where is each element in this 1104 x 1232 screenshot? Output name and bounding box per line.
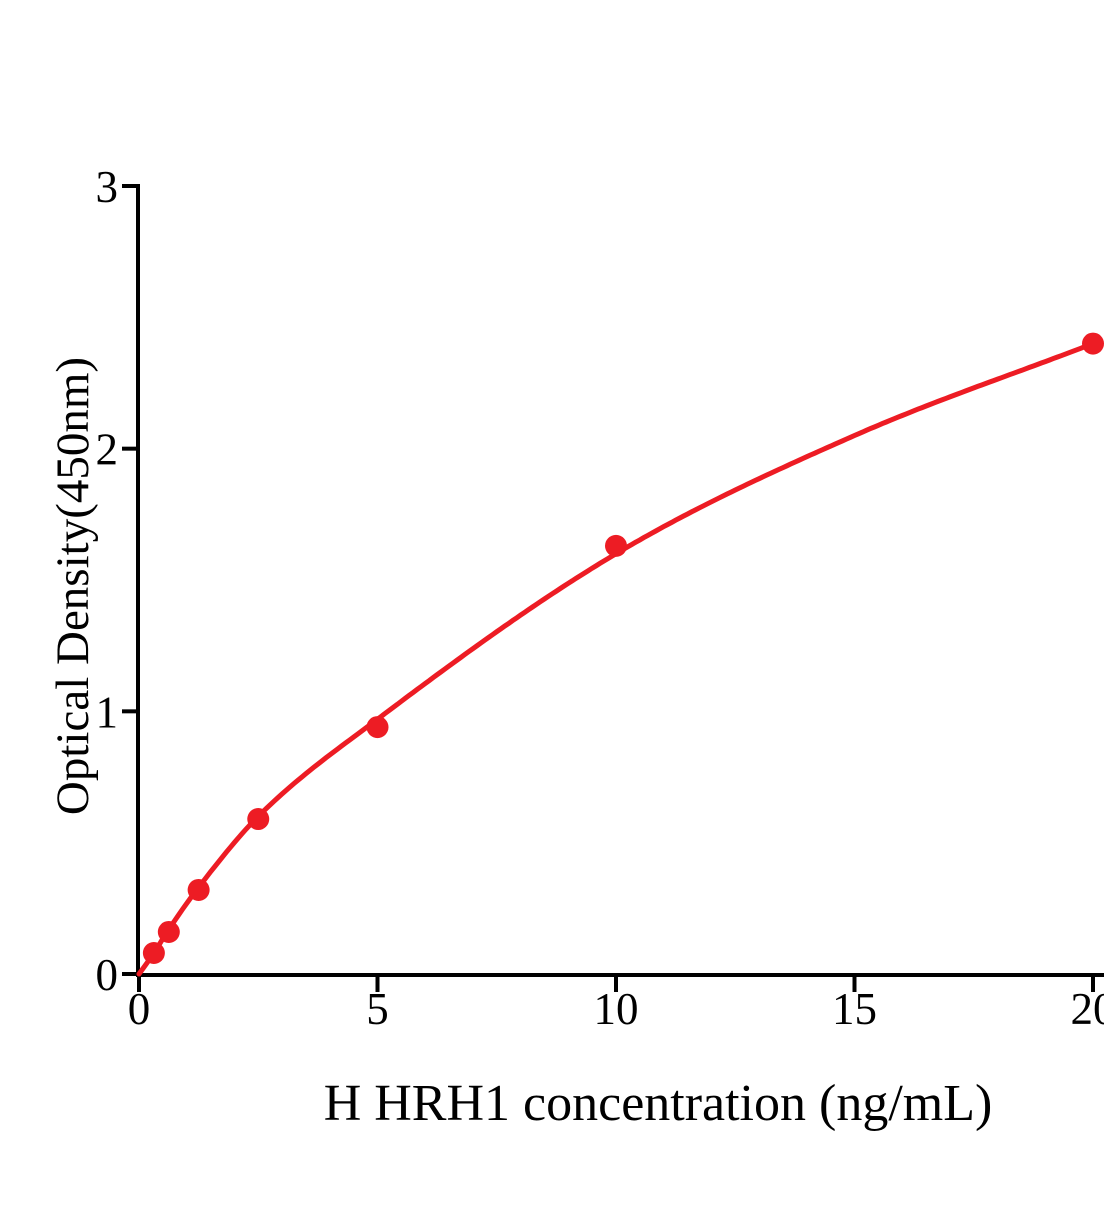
data-point-marker: [1082, 333, 1104, 355]
x-tick-label: 5: [366, 984, 389, 1034]
y-tick-label: 0: [96, 950, 119, 1000]
chart-plot-area: 012305101520: [40, 16, 1104, 1216]
x-tick-label: 20: [1071, 984, 1104, 1034]
data-point-marker: [143, 942, 165, 964]
standard-curve-line: [139, 344, 1093, 974]
y-axis-title: Optical Density(450nm): [46, 357, 100, 815]
x-tick-label: 0: [128, 984, 151, 1034]
elisa-standard-curve-figure: 012305101520 Optical Density(450nm) H HR…: [40, 16, 1104, 1216]
data-point-marker: [188, 879, 210, 901]
y-tick-label: 3: [96, 162, 119, 212]
data-point-marker: [247, 808, 269, 830]
x-axis-title: H HRH1 concentration (ng/mL): [178, 1074, 1104, 1133]
x-tick-label: 10: [594, 984, 639, 1034]
data-point-marker: [367, 716, 389, 738]
x-tick-label: 15: [832, 984, 877, 1034]
data-point-marker: [158, 921, 180, 943]
data-point-marker: [605, 535, 627, 557]
